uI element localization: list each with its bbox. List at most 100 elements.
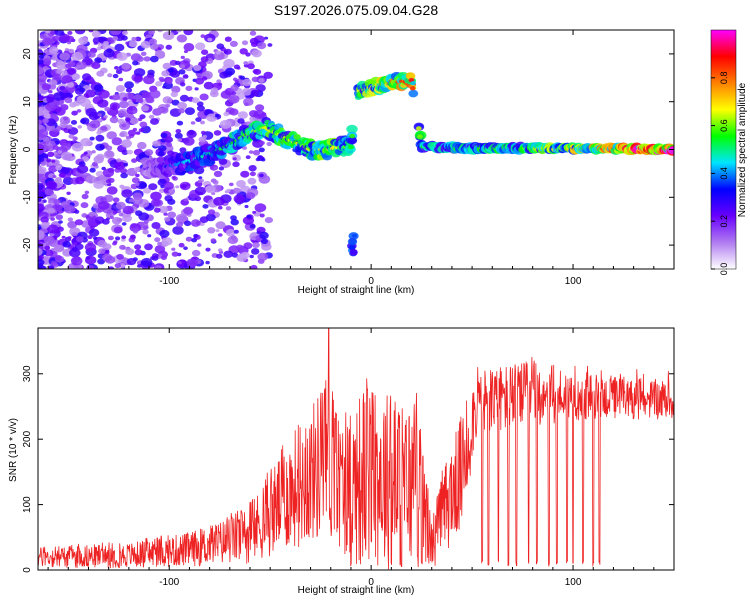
spectrogram-cell <box>267 43 273 47</box>
spectrogram-cell <box>137 141 147 150</box>
spectrogram-cell <box>135 36 142 42</box>
spectrogram-cell <box>171 99 180 106</box>
spectrogram-cell <box>186 130 197 139</box>
spectrogram-cell <box>117 110 127 117</box>
spectrogram-cell <box>140 40 151 49</box>
spectrogram-cell <box>351 233 358 238</box>
spectrogram-cell <box>71 51 84 61</box>
spectrogram-cell <box>199 93 209 101</box>
spectrogram-cell <box>224 36 232 42</box>
spectrogram-cell <box>38 173 46 182</box>
spectrogram-cell <box>40 52 46 57</box>
spectrogram-cell <box>263 71 273 79</box>
spectrogram-cell <box>104 255 116 264</box>
spectrogram-cell <box>176 34 188 43</box>
spectrogram-cell <box>205 260 210 265</box>
spectrogram-cell <box>60 167 70 175</box>
spectrogram-cell <box>88 228 100 237</box>
spectrogram-cell <box>70 256 83 266</box>
spectrogram-cell <box>38 157 45 163</box>
spectrogram-cell <box>232 187 241 194</box>
spectrogram-cell <box>151 222 161 229</box>
spectrogram-cell <box>207 209 216 215</box>
spectrogram-cell <box>228 94 240 104</box>
spectrogram-cell <box>139 182 147 189</box>
spectrogram-cell <box>240 251 250 259</box>
spectrogram-cell <box>58 220 63 224</box>
spectrogram-cell <box>131 98 137 103</box>
spectrogram-y-tick-label: 10 <box>22 96 33 108</box>
snr-x-tick-label: 0 <box>368 577 374 588</box>
spectrogram-cell <box>106 186 118 195</box>
spectrogram-cell <box>111 217 122 225</box>
spectrogram-cell <box>38 129 49 138</box>
spectrogram-cell <box>115 201 126 210</box>
spectrogram-cell <box>132 110 138 114</box>
spectrogram-cell <box>131 36 137 42</box>
spectrogram-cell <box>44 188 54 196</box>
spectrogram-cell <box>87 235 93 240</box>
spectrogram-cell <box>95 134 105 142</box>
spectrogram-cell <box>66 67 77 76</box>
spectrogram-cell <box>51 159 56 163</box>
spectrogram-cell <box>119 244 126 250</box>
spectrogram-cell <box>89 120 101 129</box>
spectrogram-cell <box>218 158 228 165</box>
spectrogram-cell <box>266 141 272 147</box>
spectrogram-cell <box>223 48 232 55</box>
spectrogram-cell <box>81 213 88 218</box>
spectrogram-cell <box>96 46 102 51</box>
spectrogram-cell <box>69 227 81 236</box>
spectrogram-cell <box>213 166 218 170</box>
spectrogram-cell <box>50 217 55 221</box>
spectrogram-cell <box>259 140 265 146</box>
spectrogram-cell <box>198 176 203 180</box>
spectrogram-cell <box>264 217 273 224</box>
spectrogram-cell <box>61 75 73 84</box>
spectrogram-cell <box>43 66 48 69</box>
spectrogram-cell <box>178 108 185 114</box>
spectrogram-cell <box>93 84 104 92</box>
spectrogram-cell <box>59 52 70 61</box>
spectrogram-cell <box>233 64 240 70</box>
spectrogram-cell <box>171 175 177 180</box>
spectrogram-cell <box>193 64 202 71</box>
spectrogram-cell <box>205 185 216 194</box>
spectrogram-cell <box>178 69 186 75</box>
spectrogram-cell <box>259 173 264 178</box>
spectrogram-cell <box>135 131 141 135</box>
spectrogram-cell <box>135 210 143 217</box>
spectrogram-cell <box>129 117 139 125</box>
spectrogram-cell <box>163 181 174 190</box>
spectrogram-cell <box>100 125 107 131</box>
spectrogram-cell <box>82 73 92 81</box>
spectrogram-cell <box>162 62 172 70</box>
spectrogram-cell <box>200 120 205 125</box>
spectrogram-y-tick-label: 0 <box>22 146 33 152</box>
spectrogram-cell <box>40 216 49 224</box>
spectrogram-cell <box>161 70 170 77</box>
spectrogram-cell <box>63 204 76 214</box>
spectrogram-cell <box>54 254 62 261</box>
spectrogram-cell <box>138 128 144 133</box>
spectrogram-cell <box>88 211 95 217</box>
spectrogram-cell <box>134 249 143 256</box>
spectrogram-cell <box>157 151 165 157</box>
spectrogram-cell <box>171 247 176 251</box>
spectrogram-cell <box>213 196 225 206</box>
spectrogram-cell <box>44 245 51 251</box>
spectrogram-cell <box>218 166 225 171</box>
spectrogram-cell <box>38 182 44 191</box>
spectrogram-cell <box>148 89 161 99</box>
spectrogram-cell <box>66 124 73 130</box>
spectrogram-cell <box>38 166 47 175</box>
spectrogram-cell <box>48 46 59 54</box>
spectrogram-cell <box>89 136 95 141</box>
spectrogram-cell <box>55 165 63 171</box>
spectrogram-cell <box>184 220 192 227</box>
spectrogram-cell <box>175 129 182 134</box>
spectrogram-cell <box>89 225 95 230</box>
spectrogram-cell <box>143 56 151 62</box>
spectrogram-cell <box>250 41 258 48</box>
spectrogram-cell <box>216 79 222 84</box>
